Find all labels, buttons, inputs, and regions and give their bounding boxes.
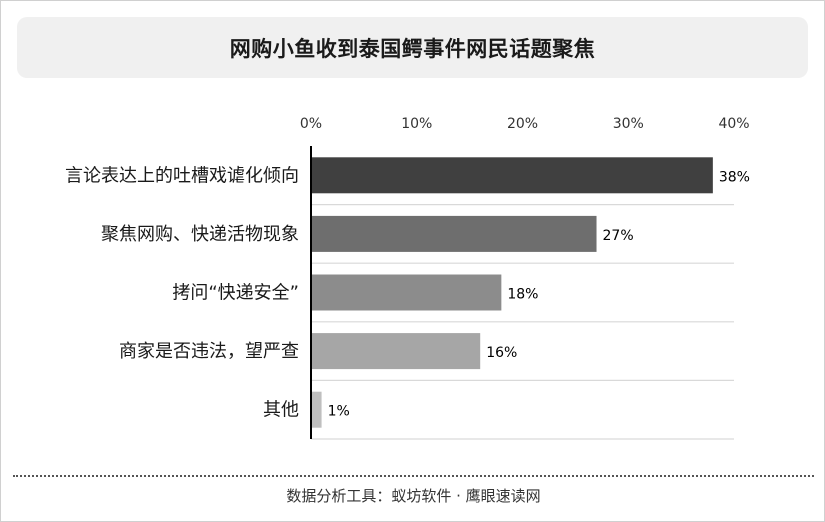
category-label: 拷问“快递安全”	[172, 283, 299, 304]
value-label: 18%	[507, 287, 538, 303]
category-label: 商家是否违法，望严查	[119, 341, 299, 362]
footer-divider	[13, 475, 814, 477]
bar	[311, 391, 322, 428]
x-tick-label: 40%	[718, 116, 749, 132]
x-tick-label: 0%	[300, 116, 322, 132]
bar	[311, 333, 481, 370]
category-label: 聚焦网购、快递活物现象	[101, 224, 299, 245]
title-banner: 网购小鱼收到泰国鳄事件网民话题聚焦	[17, 17, 808, 78]
bar	[311, 215, 597, 252]
value-label: 38%	[719, 169, 750, 185]
x-tick-label: 30%	[613, 116, 644, 132]
bar	[311, 274, 502, 311]
value-label: 16%	[486, 345, 517, 361]
source-note: 数据分析工具：蚁坊软件 · 鹰眼速读网	[286, 487, 541, 505]
bar-chart: 0% 10% 20% 30% 40% 言论表达上的吐槽戏谑化倾向 38% 聚焦网购、快递活物现…	[65, 116, 750, 440]
category-label: 言论表达上的吐槽戏谑化倾向	[65, 165, 299, 186]
x-tick-label: 10%	[401, 116, 432, 132]
chart-title: 网购小鱼收到泰国鳄事件网民话题聚焦	[229, 36, 596, 61]
category-label: 其他	[263, 400, 299, 421]
x-tick-label: 20%	[507, 116, 538, 132]
value-label: 27%	[603, 228, 634, 244]
bar	[311, 157, 713, 194]
value-label: 1%	[328, 404, 350, 420]
